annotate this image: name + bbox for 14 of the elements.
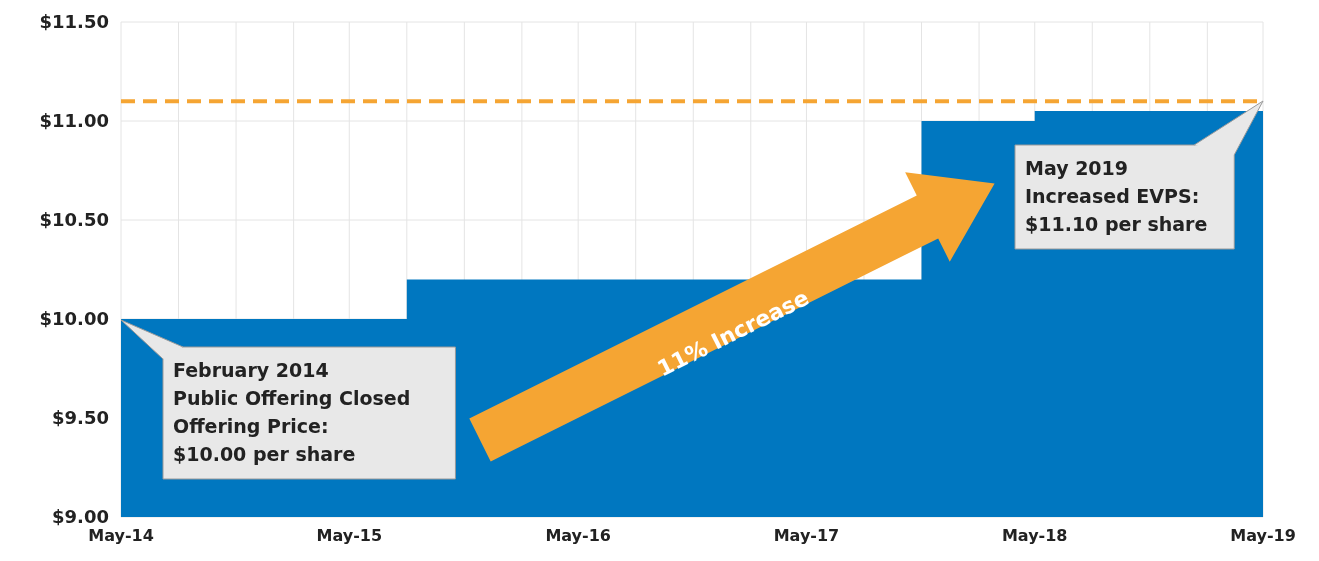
y-tick-label: $9.50	[52, 407, 109, 429]
x-tick-label: May-16	[545, 526, 611, 545]
y-tick-label: $11.00	[39, 110, 109, 132]
y-tick-label: $10.00	[39, 308, 109, 330]
y-tick-label: $10.50	[39, 209, 109, 231]
x-tick-label: May-17	[773, 526, 840, 545]
annotation: February 2014 Public Offering Closed Offering Price: $10.00 per share	[173, 359, 411, 465]
y-tick-label: $11.50	[39, 11, 109, 33]
x-tick-label: May-14	[88, 526, 154, 545]
x-tick-label: May-18	[1001, 526, 1068, 545]
annotation: May 2019 Increased EVPS: $11.10 per share	[1025, 157, 1208, 235]
y-tick-label: $9.00	[52, 506, 109, 528]
x-tick-label: May-19	[1230, 526, 1296, 545]
x-tick-label: May-15	[316, 526, 383, 545]
